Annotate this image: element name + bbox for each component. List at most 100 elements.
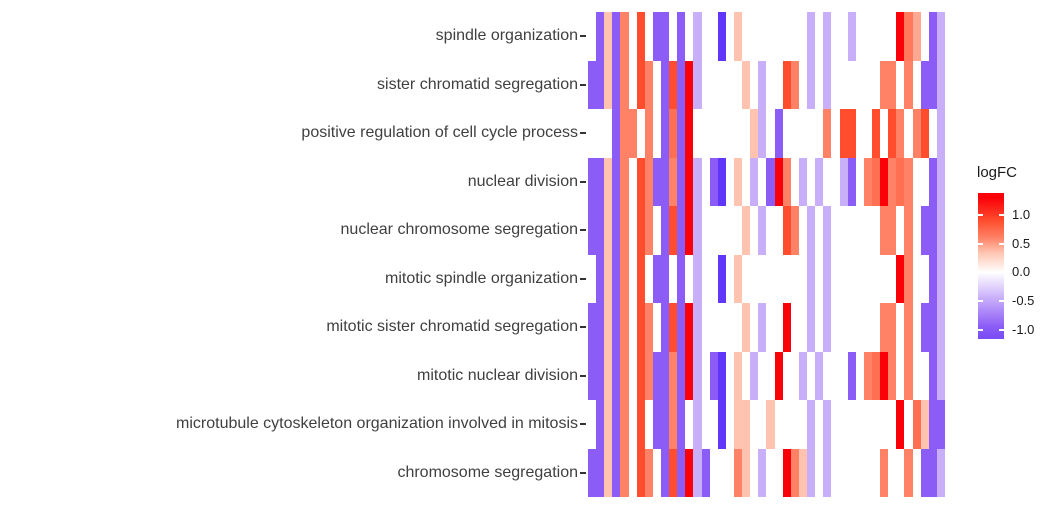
heatmap-cell bbox=[596, 12, 605, 61]
heatmap-cell bbox=[629, 12, 637, 61]
heatmap-cell bbox=[912, 400, 921, 449]
heatmap-cell bbox=[677, 448, 686, 497]
heatmap-cell bbox=[848, 303, 856, 352]
heatmap-cell bbox=[629, 449, 637, 498]
heatmap-cell bbox=[782, 206, 791, 255]
heatmap-cell bbox=[710, 61, 718, 110]
heatmap-cell bbox=[848, 400, 856, 449]
heatmap-panel bbox=[588, 12, 945, 497]
heatmap-cell bbox=[791, 352, 799, 401]
heatmap-cell bbox=[920, 60, 929, 109]
heatmap-cell bbox=[896, 303, 904, 352]
heatmap-cell bbox=[807, 206, 816, 255]
heatmap-cell bbox=[807, 352, 815, 401]
heatmap-cell bbox=[604, 60, 613, 109]
heatmap-cell bbox=[693, 448, 702, 497]
heatmap-cell bbox=[921, 158, 929, 207]
heatmap-cell bbox=[620, 157, 629, 206]
heatmap-cell bbox=[774, 351, 783, 400]
heatmap-cell bbox=[904, 157, 913, 206]
heatmap-cell bbox=[636, 351, 645, 400]
heatmap-cell bbox=[677, 157, 686, 206]
heatmap-cell bbox=[636, 448, 645, 497]
heatmap-cell bbox=[863, 157, 872, 206]
heatmap-cell bbox=[710, 303, 718, 352]
heatmap-cell bbox=[815, 109, 823, 158]
heatmap-cell bbox=[750, 206, 758, 255]
heatmap-cell bbox=[831, 449, 839, 498]
heatmap-cell bbox=[710, 449, 718, 498]
heatmap-cell bbox=[685, 303, 694, 352]
heatmap-cell bbox=[620, 254, 629, 303]
heatmap-cell bbox=[702, 206, 710, 255]
heatmap-cell bbox=[661, 351, 670, 400]
heatmap-cell bbox=[604, 206, 613, 255]
heatmap-cell bbox=[710, 12, 718, 61]
heatmap-cell bbox=[612, 206, 621, 255]
heatmap-cell bbox=[871, 109, 881, 158]
y-axis-label: chromosome segregation bbox=[397, 463, 578, 481]
heatmap-cell bbox=[790, 206, 799, 255]
heatmap-cell bbox=[928, 400, 937, 449]
heatmap-cell bbox=[791, 158, 799, 207]
heatmap-cell bbox=[864, 400, 872, 449]
heatmap-cell bbox=[904, 303, 913, 352]
heatmap-cell bbox=[726, 158, 734, 207]
heatmap-cell bbox=[604, 351, 613, 400]
heatmap-cell bbox=[604, 254, 613, 303]
heatmap-cell bbox=[645, 400, 653, 449]
heatmap-cell bbox=[798, 448, 808, 497]
heatmap-cell bbox=[888, 60, 897, 109]
heatmap-cell bbox=[904, 109, 912, 158]
heatmap-cell bbox=[669, 303, 678, 352]
heatmap-cell bbox=[775, 12, 783, 61]
heatmap-cell bbox=[864, 255, 872, 304]
heatmap-cell bbox=[783, 352, 791, 401]
heatmap-cell bbox=[750, 400, 758, 449]
legend-tick-label: -0.5 bbox=[1012, 293, 1035, 309]
heatmap-cell bbox=[848, 61, 856, 110]
heatmap-cell bbox=[815, 61, 823, 110]
heatmap-cell bbox=[896, 157, 905, 206]
heatmap-cell bbox=[702, 158, 710, 207]
heatmap-cell bbox=[929, 109, 937, 158]
heatmap-cell bbox=[831, 303, 839, 352]
heatmap-cell bbox=[726, 109, 734, 158]
heatmap-cell bbox=[791, 400, 799, 449]
heatmap-cell bbox=[758, 352, 766, 401]
heatmap-cell bbox=[710, 206, 718, 255]
heatmap-cell bbox=[645, 12, 653, 61]
heatmap-cell bbox=[588, 303, 597, 352]
heatmap-cell bbox=[604, 400, 613, 449]
heatmap-cell bbox=[693, 303, 702, 352]
heatmap-cell bbox=[774, 109, 783, 158]
heatmap-cell bbox=[775, 449, 783, 498]
heatmap-cell bbox=[815, 351, 824, 400]
heatmap-cell bbox=[856, 109, 864, 158]
heatmap-cell bbox=[653, 449, 661, 498]
heatmap-cell bbox=[717, 12, 726, 61]
heatmap-cell bbox=[677, 400, 686, 449]
heatmap-cell bbox=[628, 109, 637, 158]
heatmap-cell bbox=[790, 60, 799, 109]
heatmap-cell bbox=[823, 303, 832, 352]
heatmap-cell bbox=[847, 157, 856, 206]
heatmap-cell bbox=[936, 254, 945, 303]
heatmap-cell bbox=[880, 351, 889, 400]
heatmap-cell bbox=[790, 448, 799, 497]
heatmap-cell bbox=[904, 448, 913, 497]
heatmap-cell bbox=[775, 61, 783, 110]
heatmap-cell bbox=[815, 255, 823, 304]
heatmap-cell bbox=[847, 109, 856, 158]
heatmap-cell bbox=[726, 206, 734, 255]
heatmap-cell bbox=[702, 352, 710, 401]
heatmap-cell bbox=[644, 60, 653, 109]
heatmap-cell bbox=[888, 206, 897, 255]
heatmap-cell bbox=[629, 158, 637, 207]
heatmap-cell bbox=[815, 303, 823, 352]
legend-tick-mark bbox=[999, 242, 1004, 245]
heatmap-cell bbox=[718, 206, 726, 255]
heatmap-cell bbox=[823, 448, 832, 497]
heatmap-cell bbox=[847, 351, 856, 400]
heatmap-cell bbox=[677, 351, 686, 400]
